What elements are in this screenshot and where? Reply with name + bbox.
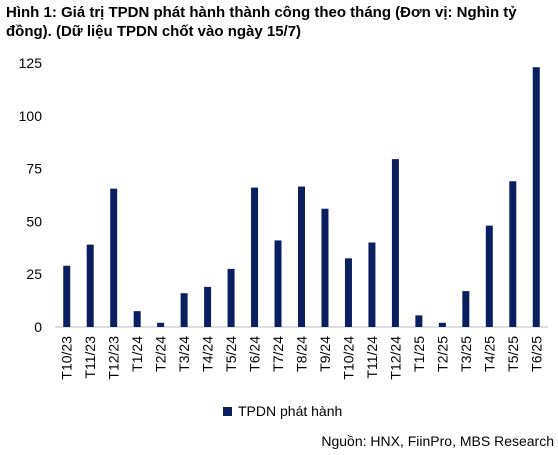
bar <box>133 311 141 327</box>
bar <box>110 188 118 327</box>
bar <box>157 322 165 327</box>
bar <box>227 268 235 327</box>
x-tick-label: T10/24 <box>340 336 356 380</box>
bars <box>63 67 540 327</box>
x-tick-label: T4/25 <box>481 336 497 372</box>
x-tick-label: T1/25 <box>411 336 427 372</box>
bar <box>86 244 94 327</box>
x-tick-label: T2/25 <box>434 336 450 372</box>
bar <box>63 265 71 327</box>
x-tick-label: T10/23 <box>59 336 75 380</box>
legend: TPDN phát hành <box>223 403 342 419</box>
source-note: Nguồn: HNX, FiinPro, MBS Research <box>321 433 554 449</box>
y-axis: 0 25 50 75 100 125 <box>19 55 43 335</box>
x-axis: T10/23 T11/23 T12/23 T1/24 T2/24 T3/24 T4/24 T5… <box>59 336 545 380</box>
bar <box>368 242 376 327</box>
bar <box>532 67 540 327</box>
x-tick-label: T6/24 <box>247 336 263 372</box>
y-tick-label: 75 <box>26 161 42 177</box>
legend-label: TPDN phát hành <box>238 403 343 419</box>
bar <box>485 225 493 327</box>
legend-swatch <box>223 406 232 416</box>
bar <box>344 258 352 327</box>
x-tick-label: T12/24 <box>387 336 403 380</box>
x-tick-label: T8/24 <box>294 336 310 372</box>
bar <box>204 286 212 327</box>
x-tick-label: T9/24 <box>317 336 333 372</box>
y-tick-label: 125 <box>19 55 43 71</box>
bar <box>180 293 188 327</box>
bar <box>509 181 517 327</box>
x-tick-label: T11/24 <box>364 336 380 379</box>
chart-title: Hình 1: Giá trị TPDN phát hành thành côn… <box>6 4 517 40</box>
x-tick-label: T7/24 <box>270 336 286 372</box>
bar <box>415 315 423 327</box>
bar <box>321 208 329 327</box>
x-tick-label: T3/24 <box>176 336 192 372</box>
x-tick-label: T5/25 <box>505 336 521 372</box>
bar <box>251 187 259 327</box>
x-tick-label: T5/24 <box>223 336 239 372</box>
y-tick-label: 50 <box>26 213 42 229</box>
x-tick-label: T4/24 <box>200 336 216 372</box>
x-tick-label: T12/23 <box>106 336 122 380</box>
y-tick-label: 25 <box>26 266 42 282</box>
y-tick-label: 100 <box>19 108 43 124</box>
bar <box>298 186 305 327</box>
x-tick-label: T11/23 <box>82 336 98 379</box>
bar <box>274 240 282 327</box>
bar <box>438 322 446 327</box>
y-tick-label: 0 <box>34 319 42 335</box>
bar <box>391 159 399 327</box>
x-tick-label: T1/24 <box>129 336 145 372</box>
x-tick-label: T6/25 <box>528 336 544 372</box>
x-tick-label: T2/24 <box>153 336 169 372</box>
x-tick-label: T3/25 <box>458 336 474 372</box>
bar <box>462 291 470 327</box>
